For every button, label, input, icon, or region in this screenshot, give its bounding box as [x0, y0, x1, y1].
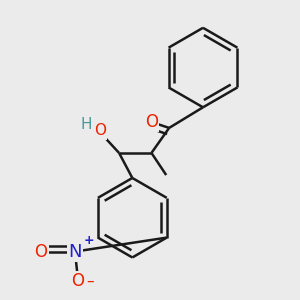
Text: –: – [86, 273, 94, 288]
Text: O: O [145, 113, 158, 131]
Text: +: + [83, 234, 94, 247]
Text: O: O [94, 123, 106, 138]
Text: O: O [34, 243, 48, 261]
Text: O: O [71, 272, 84, 290]
Text: H: H [81, 118, 92, 133]
Text: N: N [68, 243, 82, 261]
